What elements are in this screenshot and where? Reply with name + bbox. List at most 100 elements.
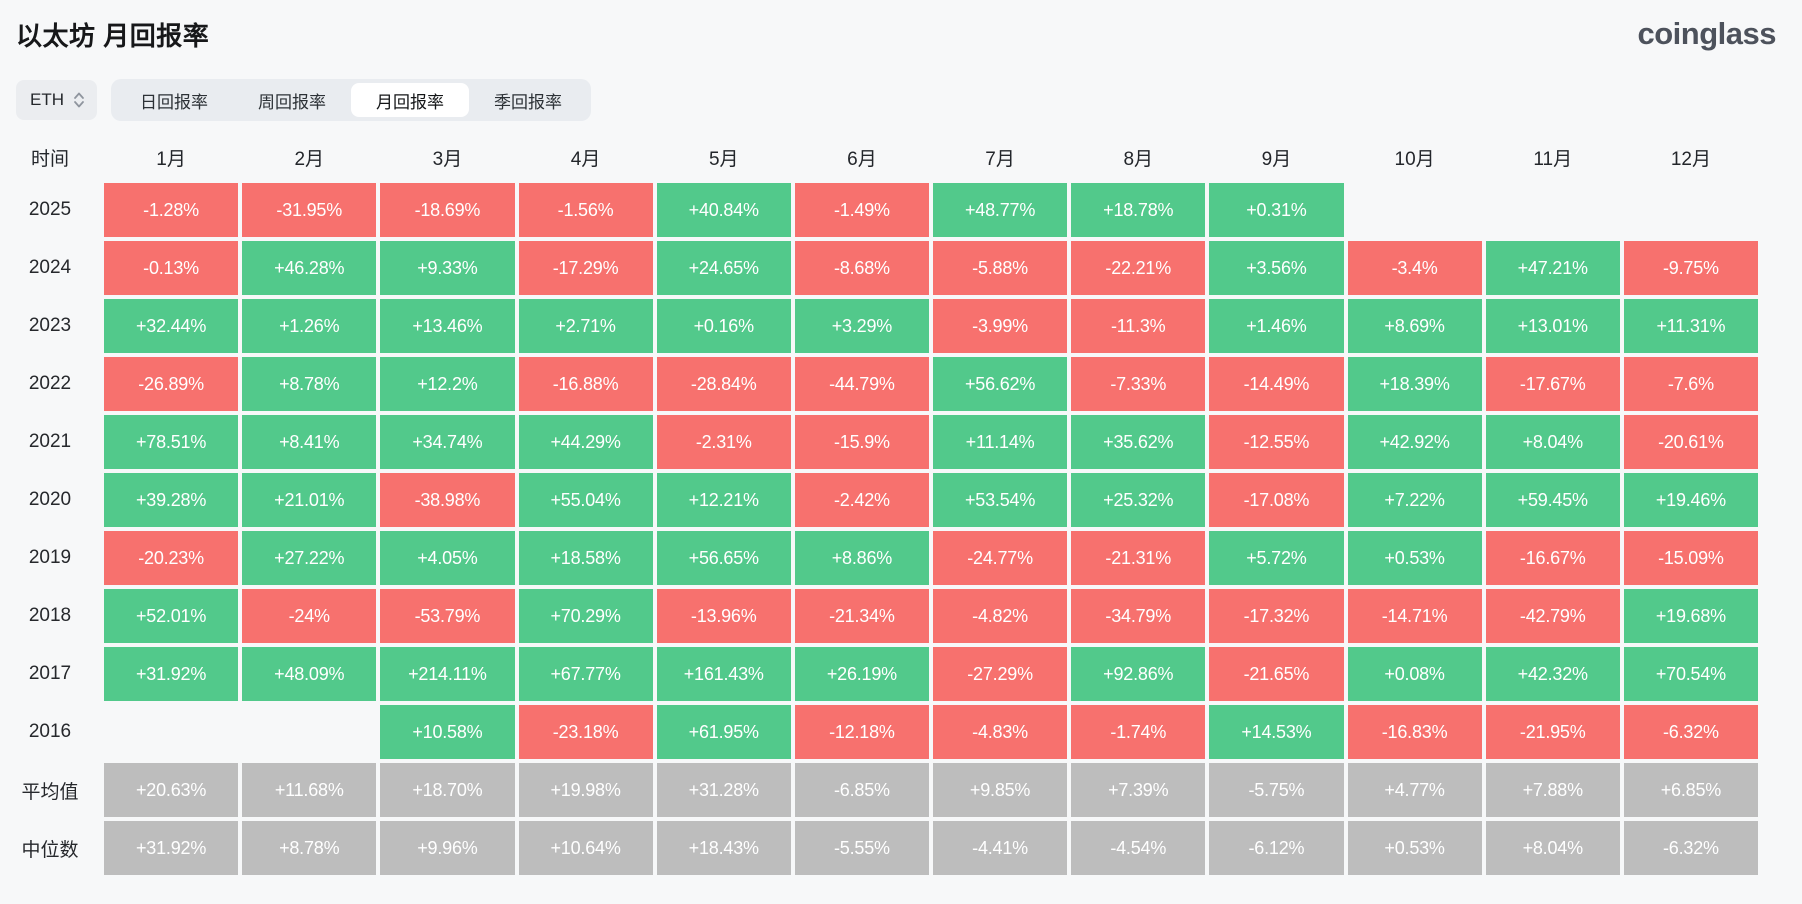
return-cell: +6.85%	[1623, 763, 1758, 817]
return-cell: +40.84%	[656, 183, 791, 237]
return-cell: -3.4%	[1347, 241, 1482, 295]
return-cell: -5.75%	[1209, 763, 1344, 817]
return-cell: +42.92%	[1347, 415, 1482, 469]
return-cell: +8.04%	[1485, 415, 1620, 469]
return-cell: -18.69%	[380, 183, 515, 237]
return-cell: +1.46%	[1209, 299, 1344, 353]
tab-weekly-returns[interactable]: 周回报率	[233, 83, 351, 117]
month-header: 9月	[1261, 148, 1292, 170]
return-cell: +25.32%	[1071, 473, 1206, 527]
return-cell: +11.68%	[242, 763, 377, 817]
return-cell: -7.33%	[1071, 357, 1206, 411]
return-cell: -31.95%	[242, 183, 377, 237]
return-cell: +48.09%	[242, 647, 377, 701]
return-cell: +31.92%	[104, 647, 239, 701]
return-cell: +7.39%	[1071, 763, 1206, 817]
return-cell: +214.11%	[380, 647, 515, 701]
month-header: 3月	[432, 148, 463, 170]
return-cell: +46.28%	[242, 241, 377, 295]
return-cell: +11.14%	[933, 415, 1068, 469]
return-cell: +31.28%	[656, 763, 791, 817]
return-cell: -15.09%	[1623, 531, 1758, 585]
row-label: 中位数	[21, 839, 79, 861]
month-header: 10月	[1394, 148, 1435, 170]
return-cell: -14.49%	[1209, 357, 1344, 411]
return-cell: +7.22%	[1347, 473, 1482, 527]
return-cell: +8.86%	[794, 531, 929, 585]
return-cell: +9.33%	[380, 241, 515, 295]
return-cell: -44.79%	[794, 357, 929, 411]
return-cell: -42.79%	[1485, 589, 1620, 643]
month-header: 6月	[847, 148, 877, 170]
return-cell: +8.41%	[242, 415, 377, 469]
return-cell: +13.01%	[1485, 299, 1620, 353]
return-cell: -15.9%	[794, 415, 929, 469]
month-header: 1月	[156, 148, 186, 170]
return-cell: -0.13%	[104, 241, 239, 295]
row-label: 2023	[28, 315, 72, 336]
time-column-header: 时间	[30, 148, 69, 170]
return-cell: +5.72%	[1209, 531, 1344, 585]
return-cell: -17.08%	[1209, 473, 1344, 527]
month-header: 4月	[570, 148, 601, 170]
return-cell: +18.43%	[656, 821, 791, 875]
month-header: 2月	[294, 148, 325, 170]
empty-cell	[104, 705, 238, 759]
return-cell: -24%	[242, 589, 377, 643]
empty-cell	[1348, 183, 1482, 237]
return-cell: +0.16%	[656, 299, 791, 353]
return-cell: +0.31%	[1209, 183, 1344, 237]
symbol-select-value: ETH	[30, 90, 64, 109]
return-cell: -21.65%	[1209, 647, 1344, 701]
return-cell: +14.53%	[1209, 705, 1344, 759]
return-cell: -27.29%	[933, 647, 1068, 701]
month-header: 5月	[708, 148, 739, 170]
return-cell: -6.85%	[794, 763, 929, 817]
updown-chevron-icon	[73, 91, 85, 109]
return-cell: -13.96%	[656, 589, 791, 643]
return-cell: +19.68%	[1623, 589, 1758, 643]
tab-monthly-returns[interactable]: 月回报率	[351, 83, 469, 117]
return-cell: -16.88%	[518, 357, 653, 411]
topbar: 以太坊 月回报率 coinglass	[0, 0, 1802, 53]
return-cell: +3.29%	[794, 299, 929, 353]
row-label: 平均值	[21, 781, 79, 803]
return-cell: -12.55%	[1209, 415, 1344, 469]
return-cell: -16.67%	[1485, 531, 1620, 585]
return-cell: +2.71%	[518, 299, 653, 353]
tab-daily-returns[interactable]: 日回报率	[115, 83, 233, 117]
tab-quarterly-returns[interactable]: 季回报率	[469, 83, 587, 117]
month-header: 7月	[985, 148, 1015, 170]
return-cell: -22.21%	[1071, 241, 1206, 295]
return-cell: -20.23%	[104, 531, 239, 585]
return-cell: -28.84%	[656, 357, 791, 411]
return-cell: +10.64%	[518, 821, 653, 875]
symbol-select[interactable]: ETH	[16, 80, 97, 120]
return-cell: -1.56%	[518, 183, 653, 237]
return-cell: +0.53%	[1347, 531, 1482, 585]
returns-table: 时间 1月 2月 3月 4月 5月 6月 7月 8月 9月 10月 11月 12月 2025 -1.28% -…	[0, 135, 1758, 875]
return-cell: -6.32%	[1623, 705, 1758, 759]
page-title: 以太坊 月回报率	[16, 21, 210, 51]
return-cell: +21.01%	[242, 473, 377, 527]
return-cell: +8.04%	[1485, 821, 1620, 875]
return-cell: -8.68%	[794, 241, 929, 295]
return-cell: +4.05%	[380, 531, 515, 585]
return-cell: +47.21%	[1485, 241, 1620, 295]
return-cell: -53.79%	[380, 589, 515, 643]
return-cell: +56.65%	[656, 531, 791, 585]
return-cell: +4.77%	[1347, 763, 1482, 817]
return-cell: +92.86%	[1071, 647, 1206, 701]
return-cell: -1.28%	[104, 183, 239, 237]
return-cell: +53.54%	[933, 473, 1068, 527]
return-cell: +26.19%	[794, 647, 929, 701]
return-cell: -21.31%	[1071, 531, 1206, 585]
return-cell: -20.61%	[1623, 415, 1758, 469]
return-cell: -2.31%	[656, 415, 791, 469]
return-cell: -11.3%	[1071, 299, 1206, 353]
return-cell: -17.67%	[1485, 357, 1620, 411]
empty-cell	[1486, 183, 1620, 237]
return-cell: +35.62%	[1071, 415, 1206, 469]
return-cell: -2.42%	[794, 473, 929, 527]
